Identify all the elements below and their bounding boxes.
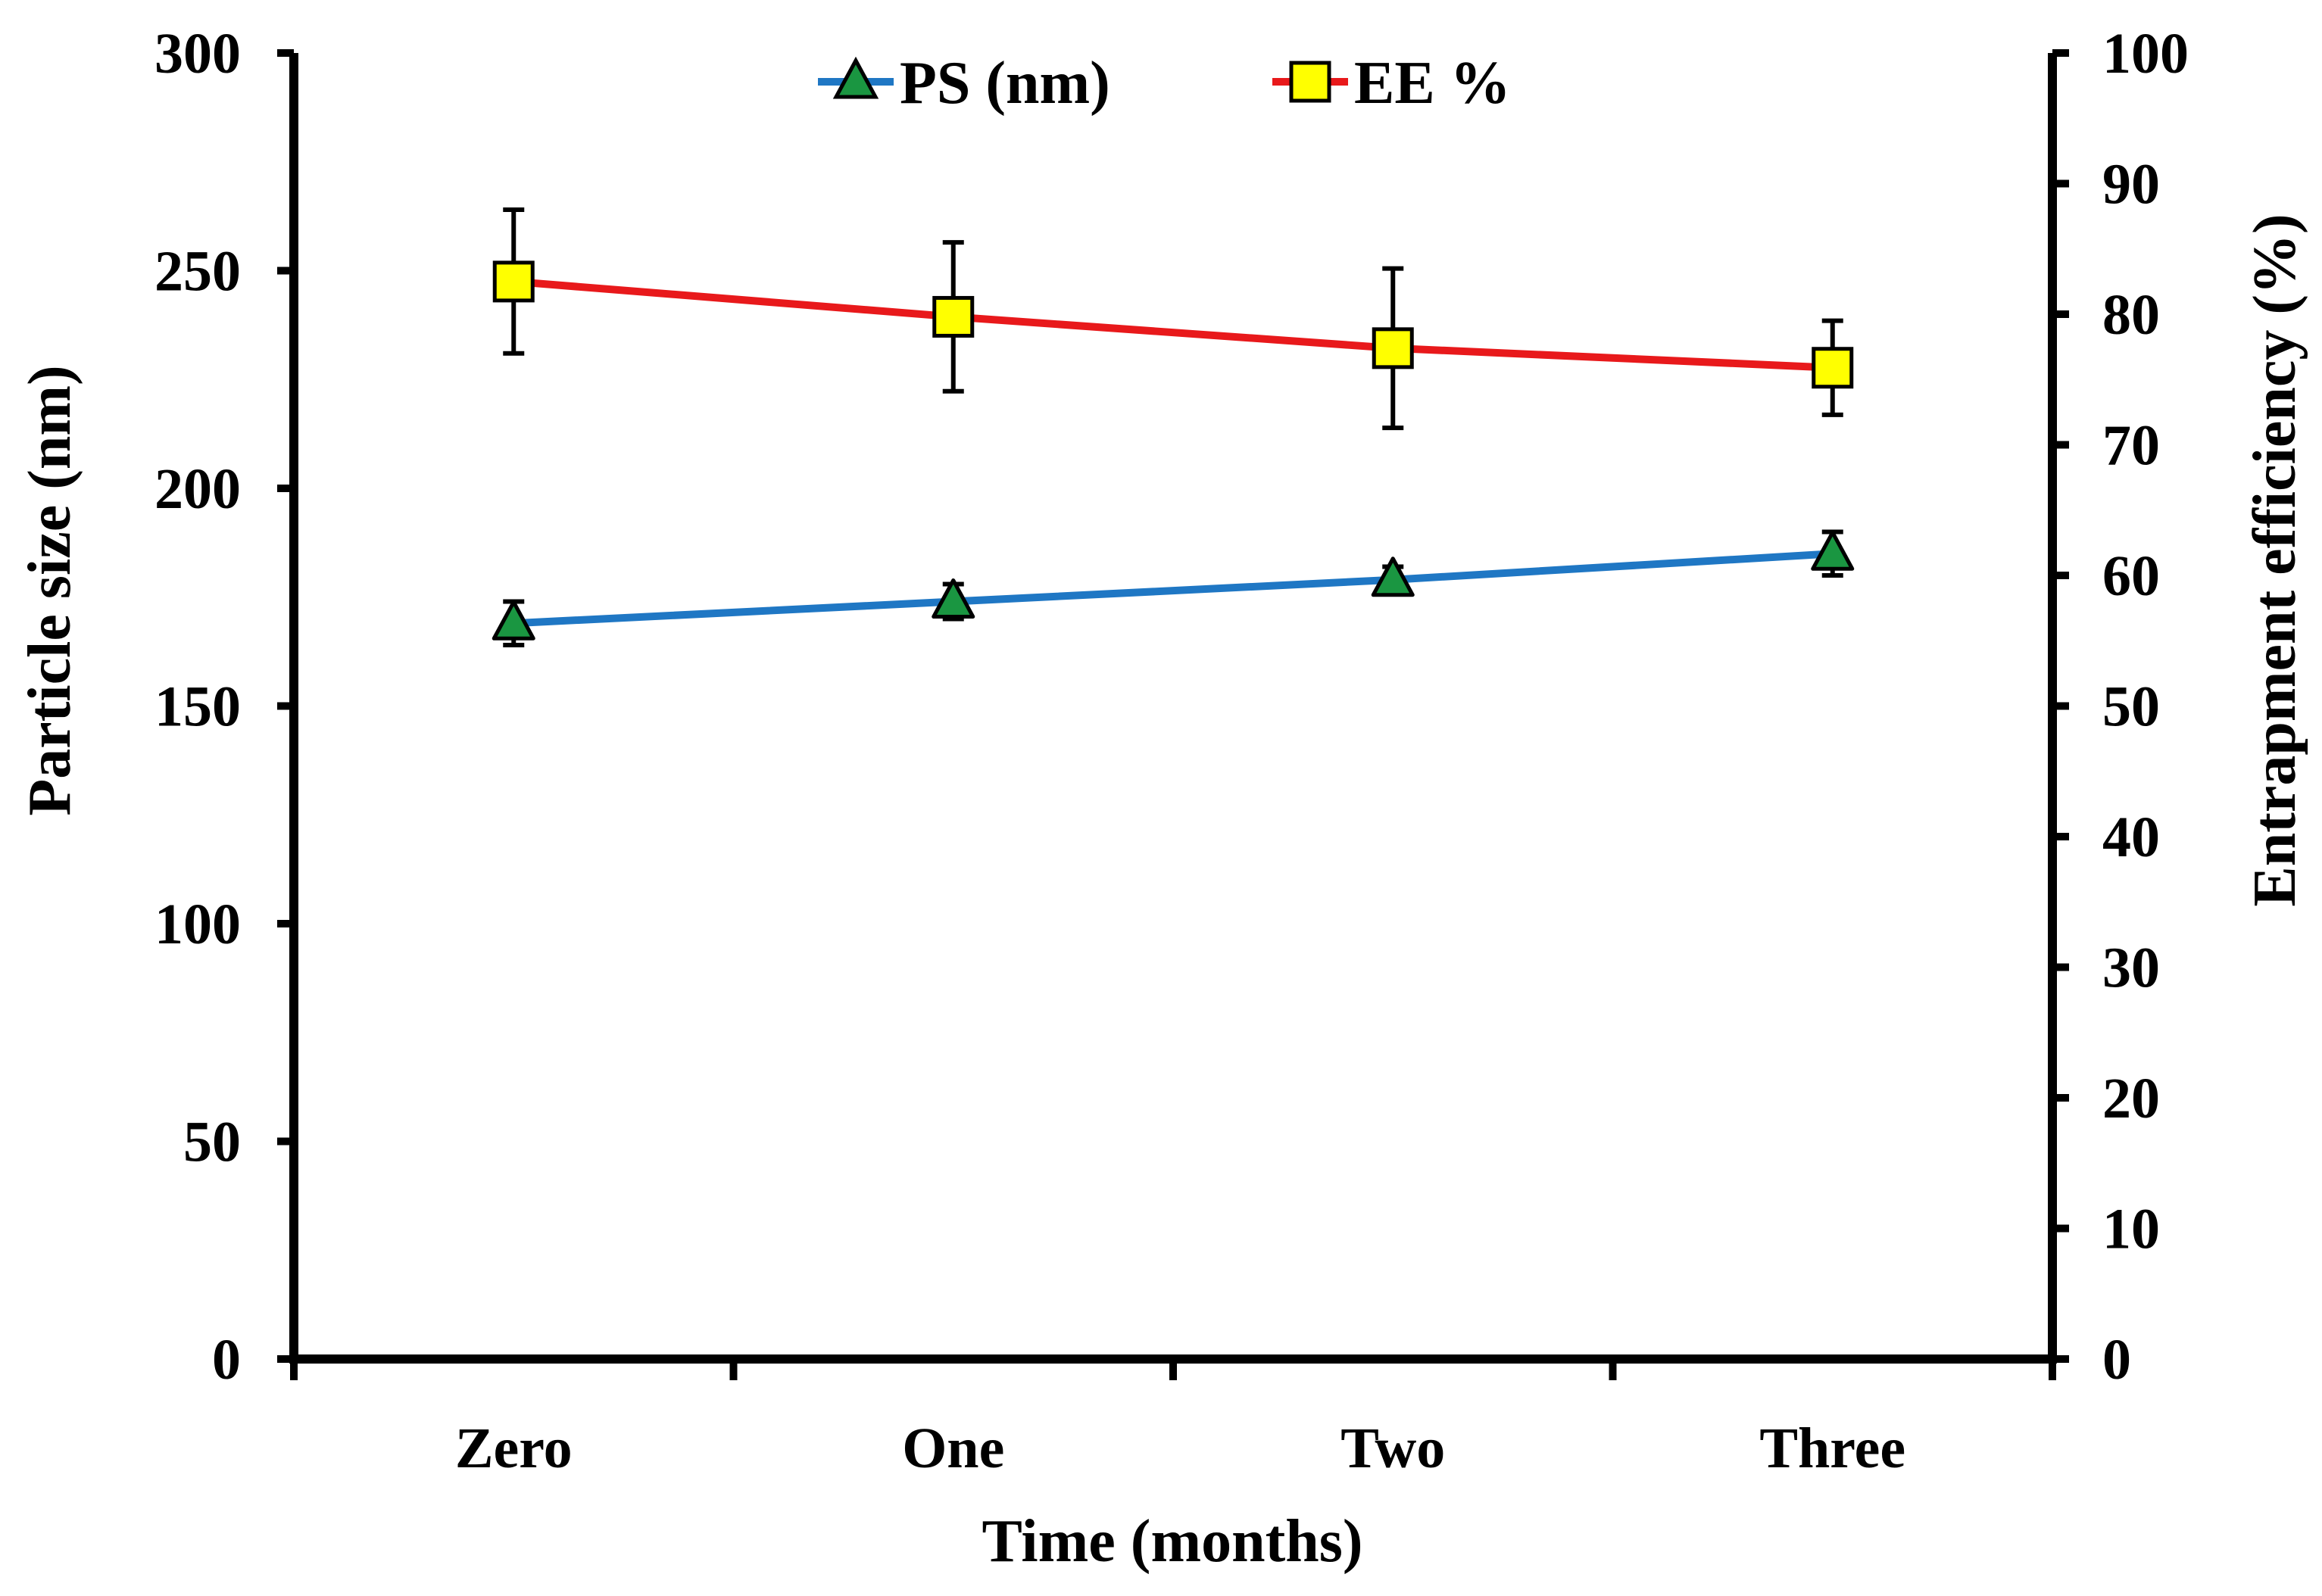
- series-line: [513, 550, 1834, 628]
- right-tick-label: 40: [2102, 806, 2160, 869]
- legend-entry: PS (nm): [818, 50, 1110, 117]
- left-tick-label: 250: [154, 240, 241, 304]
- x-tick-label: Zero: [455, 1417, 573, 1480]
- left-tick-label: 50: [183, 1111, 241, 1174]
- data-point-square: [492, 260, 535, 303]
- right-tick-label: 10: [2102, 1198, 2160, 1261]
- x-axis-ticks: Zero One Two Three: [290, 1359, 2056, 1480]
- right-tick-label: 80: [2102, 283, 2160, 347]
- data-point-triangle: [1371, 556, 1415, 597]
- right-tick-label: 100: [2102, 22, 2189, 86]
- series-ee: [492, 207, 1854, 431]
- right-tick-label: 70: [2102, 414, 2160, 478]
- data-point-triangle: [932, 578, 975, 619]
- series-ps: [492, 529, 1855, 647]
- x-tick-label: Three: [1759, 1417, 1905, 1480]
- x-axis-title: Time (months): [982, 1508, 1363, 1575]
- legend-entry: EE %: [1272, 50, 1511, 117]
- legend-marker-square: [1289, 61, 1331, 103]
- data-point-square: [1812, 347, 1854, 389]
- data-point-square: [932, 295, 975, 338]
- plot-frame: [289, 53, 2057, 1364]
- legend-marker-triangle: [832, 56, 879, 99]
- data-point-square: [1372, 327, 1414, 369]
- right-axis-ticks: 0 10 20 30 40 50 60 70 80 90 100: [2052, 22, 2189, 1392]
- right-tick-label: 0: [2102, 1328, 2131, 1392]
- left-axis-title: Particle size (nm): [17, 365, 83, 815]
- right-tick-label: 90: [2102, 153, 2160, 217]
- series-line: [513, 277, 1833, 372]
- left-tick-label: 0: [212, 1328, 241, 1392]
- series-layer: [492, 207, 1855, 647]
- left-tick-label: 300: [154, 22, 241, 86]
- left-tick-label: 200: [154, 457, 241, 521]
- right-tick-label: 20: [2102, 1067, 2160, 1130]
- legend: PS (nm) EE %: [818, 50, 1511, 117]
- right-tick-label: 50: [2102, 675, 2160, 739]
- right-tick-label: 30: [2102, 937, 2160, 1000]
- x-tick-label: Two: [1340, 1417, 1445, 1480]
- x-tick-label: One: [902, 1417, 1004, 1480]
- data-point-triangle: [1811, 530, 1855, 571]
- data-point-triangle: [492, 600, 535, 641]
- left-tick-label: 150: [154, 675, 241, 739]
- right-axis-title: Entrapment efficiency (%): [2242, 214, 2308, 906]
- right-tick-label: 60: [2102, 544, 2160, 608]
- legend-label: PS (nm): [900, 50, 1110, 117]
- left-axis-ticks: 0 50 100 150 200 250 300: [154, 22, 294, 1392]
- left-tick-label: 100: [154, 893, 241, 956]
- legend-label: EE %: [1354, 50, 1511, 117]
